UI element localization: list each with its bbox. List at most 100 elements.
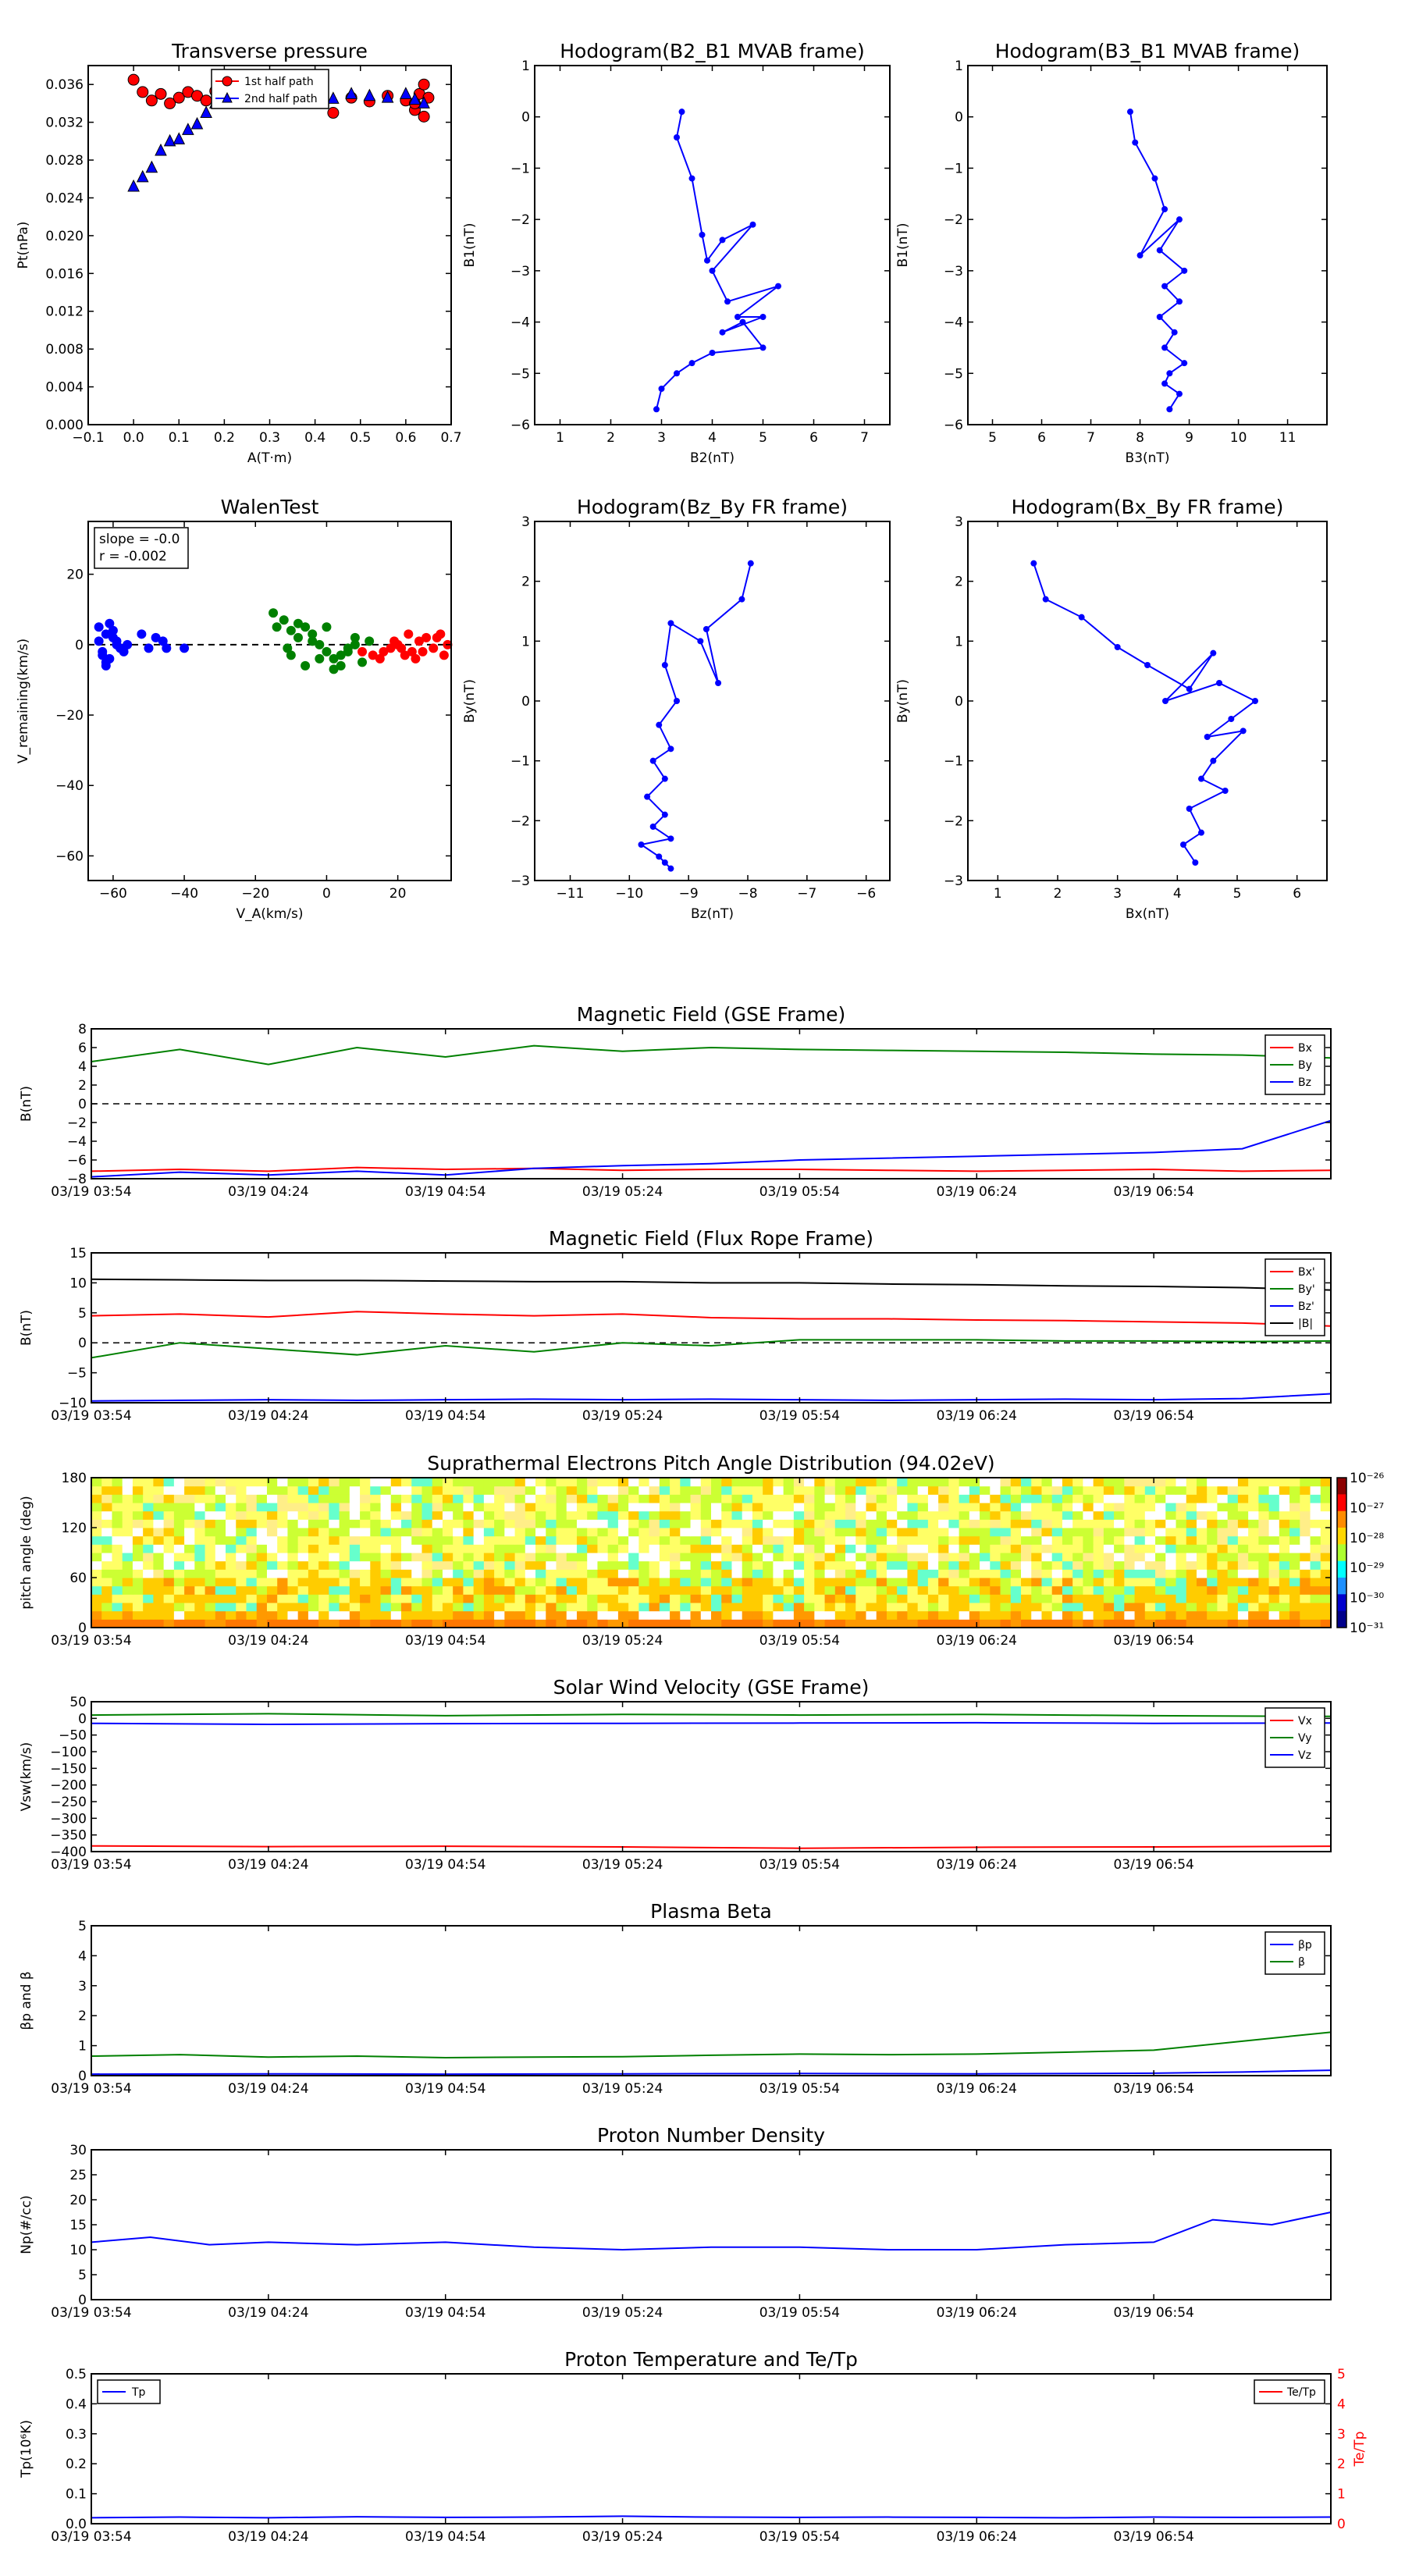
heatmap-cell xyxy=(390,1553,402,1562)
data-point xyxy=(1166,370,1173,377)
heatmap-cell xyxy=(535,1594,546,1603)
heatmap-cell xyxy=(927,1478,939,1487)
heatmap-cell xyxy=(804,1544,815,1553)
heatmap-cell xyxy=(1310,1578,1321,1587)
heatmap-cell xyxy=(143,1553,154,1562)
heatmap-cell xyxy=(1248,1544,1259,1553)
data-point xyxy=(1198,775,1204,782)
heatmap-cell xyxy=(1093,1494,1104,1503)
heatmap-cell xyxy=(1320,1585,1332,1595)
heatmap-cell xyxy=(380,1560,392,1570)
heatmap-cell xyxy=(1051,1603,1063,1612)
heatmap-cell xyxy=(680,1619,692,1628)
heatmap-cell xyxy=(1134,1610,1146,1620)
data-point xyxy=(301,622,311,632)
heatmap-cell xyxy=(173,1478,185,1487)
heatmap-cell xyxy=(1021,1544,1032,1553)
x-tick-label: 5 xyxy=(1233,886,1242,902)
x-tick-label: 03/19 06:24 xyxy=(937,2305,1017,2321)
y-tick-label: −3 xyxy=(510,264,530,279)
chart-hodo_bzby: Hodogram(Bz_By FR frame)−11 −10 −9 −8 −7 −6−3… xyxy=(462,496,891,922)
heatmap-cell xyxy=(1093,1585,1104,1595)
heatmap-cell xyxy=(1196,1610,1208,1620)
heatmap-cell xyxy=(1237,1528,1249,1537)
data-point xyxy=(200,105,212,119)
heatmap-cell xyxy=(907,1603,919,1612)
heatmap-cell xyxy=(349,1485,361,1495)
data-point xyxy=(661,662,668,668)
y-tick-label: 2 xyxy=(78,2008,87,2024)
heatmap-cell xyxy=(514,1503,526,1512)
heatmap-cell xyxy=(442,1528,454,1537)
heatmap-cell xyxy=(1124,1494,1136,1503)
heatmap-cell xyxy=(763,1503,774,1512)
heatmap-cell xyxy=(680,1485,692,1495)
heatmap-cell xyxy=(483,1510,495,1520)
heatmap-cell xyxy=(1268,1553,1280,1562)
heatmap-cell xyxy=(1041,1569,1053,1578)
heatmap-cell xyxy=(607,1585,619,1595)
heatmap-cell xyxy=(91,1603,102,1612)
heatmap-cell xyxy=(659,1510,670,1520)
heatmap-cell xyxy=(215,1519,226,1528)
heatmap-cell xyxy=(1021,1535,1032,1545)
heatmap-cell xyxy=(1176,1578,1187,1587)
heatmap-cell xyxy=(205,1585,216,1595)
heatmap-cell xyxy=(1165,1494,1176,1503)
y-tick-label: 0.028 xyxy=(45,153,84,169)
heatmap-cell xyxy=(907,1494,919,1503)
y-tick-label: 0.008 xyxy=(45,342,84,358)
heatmap-cell xyxy=(184,1585,195,1595)
heatmap-cell xyxy=(742,1544,753,1553)
heatmap-cell xyxy=(463,1535,475,1545)
heatmap-cell xyxy=(163,1528,175,1537)
heatmap-cell xyxy=(173,1578,185,1587)
heatmap-cell xyxy=(535,1503,546,1512)
heatmap-cell xyxy=(349,1503,361,1512)
data-point xyxy=(293,632,303,642)
heatmap-cell xyxy=(1217,1528,1229,1537)
heatmap-cell xyxy=(752,1603,763,1612)
x-tick-label: −60 xyxy=(99,886,127,902)
heatmap-cell xyxy=(1300,1585,1311,1595)
heatmap-cell xyxy=(680,1510,692,1520)
heatmap-cell xyxy=(287,1510,299,1520)
heatmap-cell xyxy=(763,1603,774,1612)
heatmap-cell xyxy=(804,1585,815,1595)
heatmap-cell xyxy=(1300,1478,1311,1487)
heatmap-cell xyxy=(617,1528,629,1537)
colorbar-band xyxy=(1337,1478,1346,1495)
heatmap-cell xyxy=(711,1569,722,1578)
heatmap-cell xyxy=(587,1603,598,1612)
heatmap-cell xyxy=(453,1585,464,1595)
heatmap-cell xyxy=(824,1478,836,1487)
data-point xyxy=(418,646,428,656)
heatmap-cell xyxy=(1279,1503,1290,1512)
heatmap-cell xyxy=(886,1610,898,1620)
heatmap-cell xyxy=(1165,1544,1176,1553)
heatmap-cell xyxy=(617,1485,629,1495)
y-tick-label: −3 xyxy=(944,264,963,279)
y-tick-label: 0 xyxy=(955,110,963,126)
heatmap-cell xyxy=(824,1578,836,1587)
heatmap-cell xyxy=(783,1544,795,1553)
heatmap-cell xyxy=(1289,1519,1300,1528)
heatmap-cell xyxy=(886,1553,898,1562)
heatmap-cell xyxy=(101,1510,112,1520)
heatmap-cell xyxy=(783,1553,795,1562)
heatmap-cell xyxy=(1268,1560,1280,1570)
chart-title: Transverse pressure xyxy=(171,40,368,62)
heatmap-cell xyxy=(122,1494,133,1503)
y-tick-label: 0.020 xyxy=(45,229,84,244)
heatmap-cell xyxy=(163,1603,175,1612)
chart-title: Hodogram(Bx_By FR frame) xyxy=(1012,496,1284,518)
heatmap-cell xyxy=(876,1578,887,1587)
heatmap-cell xyxy=(163,1510,175,1520)
heatmap-cell xyxy=(432,1510,443,1520)
heatmap-cell xyxy=(546,1535,557,1545)
heatmap-cell xyxy=(1217,1610,1229,1620)
heatmap-cell xyxy=(122,1560,133,1570)
heatmap-cell xyxy=(256,1594,268,1603)
data-point xyxy=(1204,734,1211,740)
heatmap-cell xyxy=(112,1610,123,1620)
